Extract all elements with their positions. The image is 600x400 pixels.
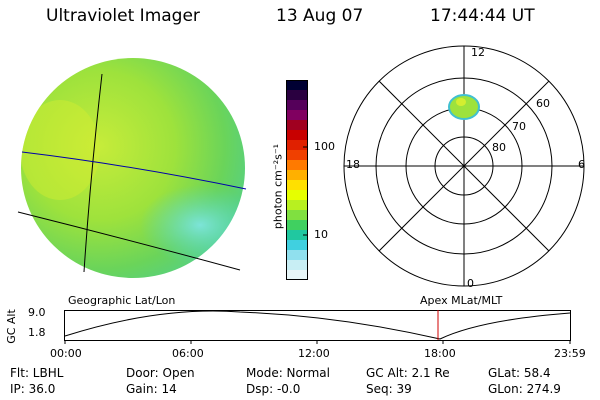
bright-region [21,100,100,200]
info-dsp: Dsp: -0.0 [246,382,301,396]
polar-plot [343,45,585,287]
header-time: 17:44:44 UT [430,6,535,26]
colorbar-cell [286,190,308,201]
colorbar-unit-label: photon cm⁻²s⁻¹ [271,143,285,230]
colorbar-cell [286,150,308,161]
info-door: Door: Open [126,366,195,380]
header-date: 13 Aug 07 [276,6,364,26]
info-filter: Flt: LBHL [10,366,64,380]
colorbar-cell [286,140,308,151]
colorbar-cell [286,110,308,121]
dim-region [140,185,245,265]
lat-label-60: 60 [536,97,550,110]
lat-label-80: 80 [492,141,506,154]
globe-image [17,58,247,278]
info-glon: GLon: 274.9 [488,382,561,396]
x-tick-1200: 12:00 [298,347,330,360]
colorbar-cell [286,210,308,221]
mlt-label-18: 18 [346,158,360,171]
colorbar-cell [286,80,308,91]
colorbar-tick-100: 100 [314,140,335,153]
lat-label-70: 70 [512,120,526,133]
info-gain: Gain: 14 [126,382,177,396]
info-seq: Seq: 39 [366,382,412,396]
info-mode: Mode: Normal [246,366,330,380]
colorbar-cell [286,250,308,261]
timeline-y-tick-high: 9.0 [28,306,46,319]
colorbar-cell [286,100,308,111]
mlt-label-0: 0 [467,277,474,290]
timeline-right-label: Apex MLat/MLT [420,294,503,307]
colorbar-cell [286,220,308,231]
colorbar-cell [286,240,308,251]
colorbar-cell [286,260,308,271]
colorbar-tick-10: 10 [314,228,328,241]
x-tick-1800: 18:00 [424,347,456,360]
timeline-y-tick-low: 1.8 [28,326,46,339]
colorbar-cell [286,90,308,101]
timeline-y-label: GC Alt [4,309,18,344]
colorbar-cell [286,270,308,280]
colorbar-cell [286,180,308,191]
polar-aurora-patch [448,94,480,120]
app-title: Ultraviolet Imager [46,6,200,26]
colorbar-cell [286,170,308,181]
x-tick-2359: 23:59 [554,347,586,360]
colorbar-cell [286,130,308,141]
polar-diagonal-2 [378,80,550,252]
colorbar [286,80,308,280]
meridian-line [83,73,103,273]
colorbar-cell [286,200,308,211]
mlt-label-6: 6 [578,158,585,171]
parallel-line-south [17,211,241,271]
x-tick-0000: 00:00 [50,347,82,360]
timeline-frame [64,310,571,341]
polar-aurora-core [456,98,466,106]
altitude-timeline [64,310,571,344]
mlt-label-12: 12 [471,46,485,59]
info-ip: IP: 36.0 [10,382,56,396]
info-gc-alt: GC Alt: 2.1 Re [366,366,450,380]
x-tick-0600: 06:00 [172,347,204,360]
colorbar-cell [286,230,308,241]
colorbar-cell [286,120,308,131]
timeline-left-label: Geographic Lat/Lon [68,294,176,307]
parallel-line-north [21,151,247,190]
colorbar-cell [286,160,308,171]
info-glat: GLat: 58.4 [488,366,551,380]
altitude-curve [64,310,571,340]
